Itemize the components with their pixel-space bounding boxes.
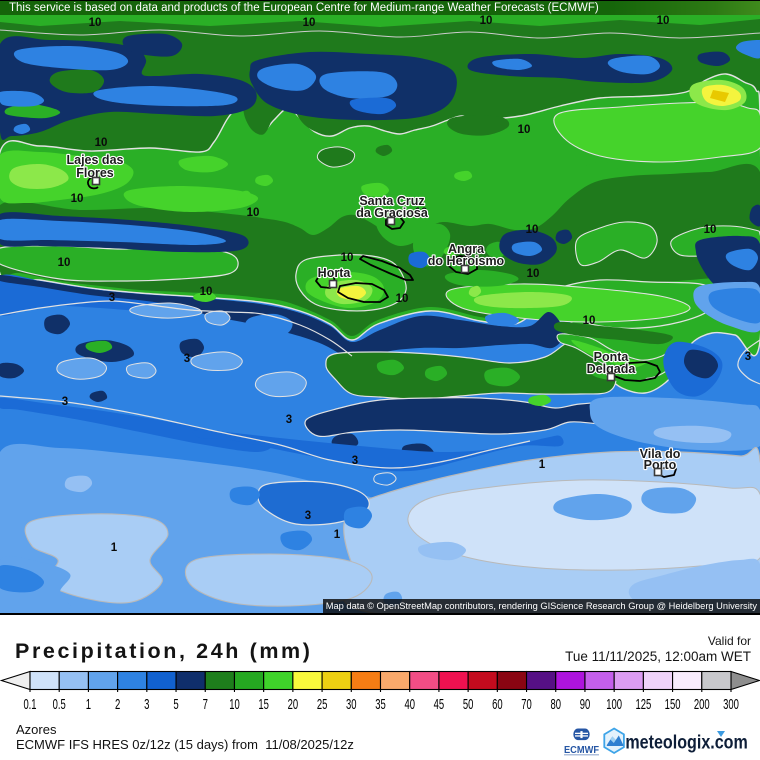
svg-text:60: 60 <box>492 696 503 713</box>
svg-text:10: 10 <box>58 257 71 269</box>
svg-text:1: 1 <box>111 542 118 554</box>
svg-text:3: 3 <box>745 351 751 363</box>
svg-text:Angra: Angra <box>448 242 485 256</box>
svg-text:do Heroismo: do Heroismo <box>428 254 505 268</box>
svg-text:10: 10 <box>341 252 354 264</box>
svg-text:10: 10 <box>200 286 213 298</box>
svg-text:10: 10 <box>89 17 102 29</box>
svg-text:25: 25 <box>317 696 328 713</box>
svg-text:10: 10 <box>415 207 428 219</box>
svg-text:10: 10 <box>526 224 539 236</box>
svg-text:10: 10 <box>71 193 84 205</box>
svg-text:10: 10 <box>583 315 596 327</box>
svg-text:20: 20 <box>288 696 299 713</box>
svg-text:15: 15 <box>258 696 269 713</box>
svg-text:35: 35 <box>375 696 386 713</box>
svg-text:Horta: Horta <box>318 266 352 280</box>
svg-text:3: 3 <box>144 696 149 713</box>
svg-text:10: 10 <box>704 224 717 236</box>
svg-text:40: 40 <box>404 696 415 713</box>
svg-text:150: 150 <box>665 696 681 713</box>
svg-text:3: 3 <box>286 414 292 426</box>
svg-text:3: 3 <box>184 353 190 365</box>
svg-text:10: 10 <box>527 268 540 280</box>
svg-text:Santa Cruz: Santa Cruz <box>359 194 424 208</box>
svg-text:1: 1 <box>86 696 91 713</box>
svg-text:90: 90 <box>580 696 591 713</box>
svg-text:10: 10 <box>247 207 260 219</box>
svg-text:da Graciosa: da Graciosa <box>356 206 429 220</box>
svg-text:10: 10 <box>480 15 493 27</box>
svg-text:10: 10 <box>518 124 531 136</box>
svg-text:Porto: Porto <box>644 458 677 472</box>
svg-text:1: 1 <box>539 459 546 471</box>
svg-text:3: 3 <box>109 292 115 304</box>
svg-text:100: 100 <box>606 696 622 713</box>
svg-text:30: 30 <box>346 696 357 713</box>
svg-text:70: 70 <box>521 696 532 713</box>
svg-text:2: 2 <box>115 696 120 713</box>
svg-text:0.5: 0.5 <box>53 696 66 713</box>
svg-text:3: 3 <box>305 510 311 522</box>
svg-text:125: 125 <box>635 696 651 713</box>
svg-text:meteologix.com: meteologix.com <box>625 732 747 753</box>
svg-text:3: 3 <box>352 455 358 467</box>
svg-text:200: 200 <box>694 696 710 713</box>
svg-text:Delgada: Delgada <box>587 362 637 376</box>
svg-text:10: 10 <box>657 15 670 27</box>
svg-text:Ponta: Ponta <box>594 350 630 364</box>
svg-text:Vila do: Vila do <box>640 447 681 461</box>
svg-text:1: 1 <box>334 529 341 541</box>
svg-text:300: 300 <box>723 696 739 713</box>
svg-text:7: 7 <box>203 696 208 713</box>
svg-text:45: 45 <box>434 696 445 713</box>
svg-text:10: 10 <box>396 293 409 305</box>
svg-text:Lajes das: Lajes das <box>67 153 124 167</box>
svg-text:Flores: Flores <box>76 166 114 180</box>
svg-text:3: 3 <box>62 396 68 408</box>
svg-text:10: 10 <box>229 696 240 713</box>
svg-text:80: 80 <box>551 696 562 713</box>
svg-text:5: 5 <box>173 696 178 713</box>
svg-text:10: 10 <box>95 137 108 149</box>
svg-text:0.1: 0.1 <box>23 696 36 713</box>
svg-text:50: 50 <box>463 696 474 713</box>
svg-text:ECMWF: ECMWF <box>564 744 600 756</box>
svg-text:10: 10 <box>303 17 316 29</box>
